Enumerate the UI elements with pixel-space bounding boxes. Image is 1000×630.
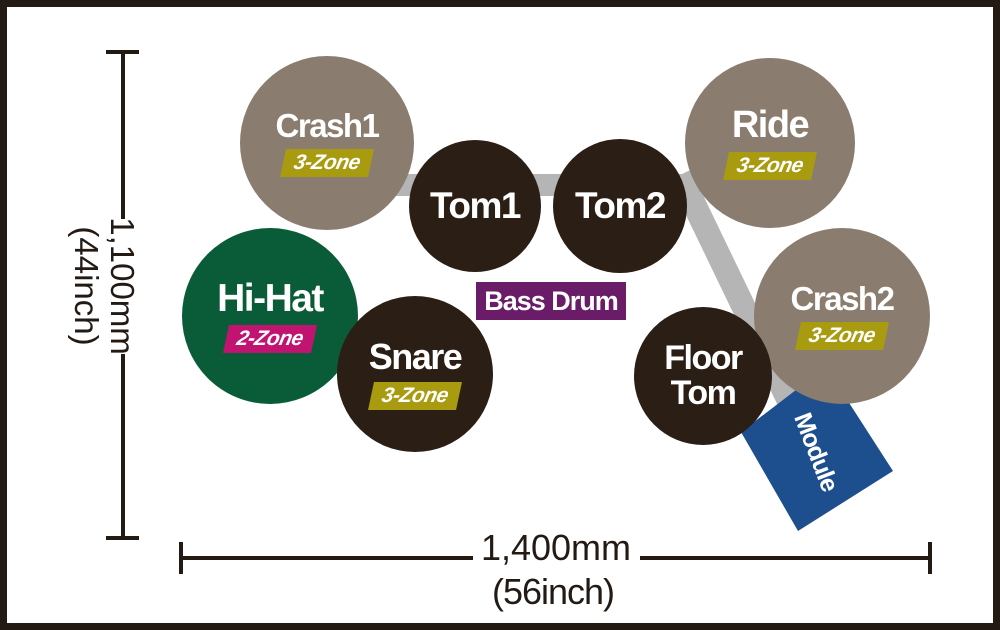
crash2-zone-text: 3-Zone [806, 324, 878, 348]
width-dim-line-right [640, 556, 930, 560]
height-dim-line-lower [121, 354, 125, 538]
pad-tom1: Tom1 [409, 140, 541, 272]
rack-bar-diagonal [669, 169, 813, 434]
pad-crash2-label: Crash2 [790, 279, 895, 317]
width-dim-mm: 1,400mm [480, 527, 632, 568]
pad-tom1-label: Tom1 [430, 184, 521, 226]
pad-crash1-label: Crash1 [275, 106, 380, 144]
pad-tom2: Tom2 [553, 139, 687, 273]
module-box [741, 367, 893, 531]
pad-ride: Ride 3-Zone [685, 58, 855, 228]
height-dim-inch: (44inch) [68, 226, 105, 346]
hihat-zone-text: 2-Zone [234, 327, 306, 351]
height-dim-label: 1,100mm (44inch) [68, 217, 141, 355]
pad-crash1: Crash1 3-Zone [240, 56, 414, 230]
width-dim-inch: (56inch) [491, 571, 615, 612]
pad-crash2: Crash2 3-Zone [754, 228, 930, 404]
bass-drum-label: Bass Drum [484, 285, 619, 316]
pad-snare: Snare 3-Zone [337, 296, 493, 452]
bass-drum-box: Bass Drum [476, 282, 626, 320]
crash1-zone-badge: 3-Zone [280, 149, 374, 178]
pad-floor-tom: Floor Tom [634, 307, 772, 445]
snare-zone-text: 3-Zone [379, 383, 451, 407]
ride-zone-text: 3-Zone [734, 153, 806, 177]
crash1-zone-text: 3-Zone [291, 151, 363, 175]
pad-snare-label: Snare [368, 336, 463, 378]
pad-hihat: Hi-Hat 2-Zone [182, 228, 358, 404]
hihat-zone-badge: 2-Zone [223, 325, 317, 354]
pad-ride-label: Ride [731, 104, 810, 147]
width-dim-line-left [181, 556, 473, 560]
height-dim-mm: 1,100mm [104, 217, 141, 355]
width-dim-cap-right [928, 542, 932, 574]
height-dim-line-upper [121, 52, 125, 219]
pad-hihat-label: Hi-Hat [217, 276, 324, 320]
pad-tom2-label: Tom2 [575, 184, 666, 226]
crash2-zone-badge: 3-Zone [795, 322, 889, 351]
snare-zone-badge: 3-Zone [368, 381, 462, 410]
ride-zone-badge: 3-Zone [723, 151, 817, 180]
pad-floor-tom-label: Floor Tom [664, 338, 743, 412]
height-dim-cap-bottom [106, 536, 139, 540]
